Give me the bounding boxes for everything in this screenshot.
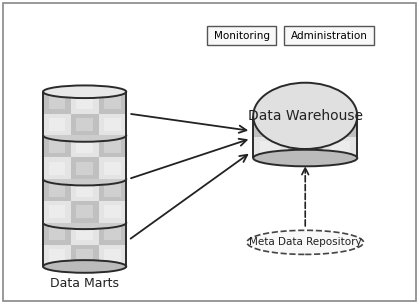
Bar [71, 157, 98, 179]
Bar [98, 245, 126, 267]
Bar [104, 249, 121, 262]
Bar [43, 136, 71, 157]
Bar [98, 114, 126, 136]
Bar [104, 205, 121, 218]
Ellipse shape [253, 83, 357, 149]
Bar [98, 157, 126, 179]
Bar [49, 118, 65, 131]
Bar [288, 116, 323, 137]
Bar [260, 141, 281, 154]
Bar [104, 162, 121, 175]
FancyBboxPatch shape [285, 26, 374, 45]
Bar [323, 137, 357, 158]
Bar [76, 227, 93, 240]
Bar [76, 249, 93, 262]
Bar [76, 205, 93, 218]
Bar [71, 92, 98, 114]
Text: Data Marts: Data Marts [50, 277, 119, 290]
Bar [43, 92, 126, 136]
Bar [104, 96, 121, 109]
Ellipse shape [43, 173, 126, 185]
Bar [104, 184, 121, 197]
Bar [43, 201, 71, 223]
Bar [76, 96, 93, 109]
Bar [76, 118, 93, 131]
Bar [76, 162, 93, 175]
Bar [43, 223, 126, 267]
Bar [76, 140, 93, 153]
Bar [71, 114, 98, 136]
Bar [71, 245, 98, 267]
Bar [49, 205, 65, 218]
Bar [49, 249, 65, 262]
Bar [288, 137, 323, 158]
Bar [71, 136, 98, 157]
Ellipse shape [43, 129, 126, 142]
Text: Data Warehouse: Data Warehouse [248, 109, 363, 123]
Bar [43, 157, 71, 179]
Bar [98, 136, 126, 157]
Text: Meta Data Repository: Meta Data Repository [249, 237, 362, 247]
Ellipse shape [43, 216, 126, 229]
Bar [104, 140, 121, 153]
Bar [329, 120, 350, 133]
Bar [104, 118, 121, 131]
Bar [49, 140, 65, 153]
Bar [260, 120, 281, 133]
Text: Administration: Administration [291, 31, 367, 41]
Bar [98, 201, 126, 223]
Ellipse shape [247, 230, 364, 254]
Bar [43, 223, 71, 245]
Bar [295, 141, 316, 154]
Bar [253, 116, 288, 137]
Bar [104, 227, 121, 240]
Bar [43, 114, 71, 136]
Bar [253, 137, 288, 158]
Text: Monitoring: Monitoring [214, 31, 270, 41]
Bar [71, 201, 98, 223]
Bar [295, 120, 316, 133]
Bar [43, 179, 126, 223]
FancyBboxPatch shape [207, 26, 276, 45]
Bar [49, 162, 65, 175]
Bar [49, 96, 65, 109]
Ellipse shape [253, 150, 357, 166]
Bar [49, 227, 65, 240]
Bar [43, 179, 71, 201]
Bar [323, 116, 357, 137]
Bar [43, 245, 71, 267]
Bar [98, 223, 126, 245]
Bar [253, 116, 357, 158]
Bar [43, 92, 71, 114]
Bar [49, 184, 65, 197]
Bar [329, 141, 350, 154]
Bar [71, 223, 98, 245]
Ellipse shape [43, 85, 126, 98]
Bar [76, 184, 93, 197]
Bar [43, 136, 126, 179]
Bar [71, 179, 98, 201]
Bar [98, 92, 126, 114]
Bar [98, 179, 126, 201]
Ellipse shape [43, 260, 126, 273]
